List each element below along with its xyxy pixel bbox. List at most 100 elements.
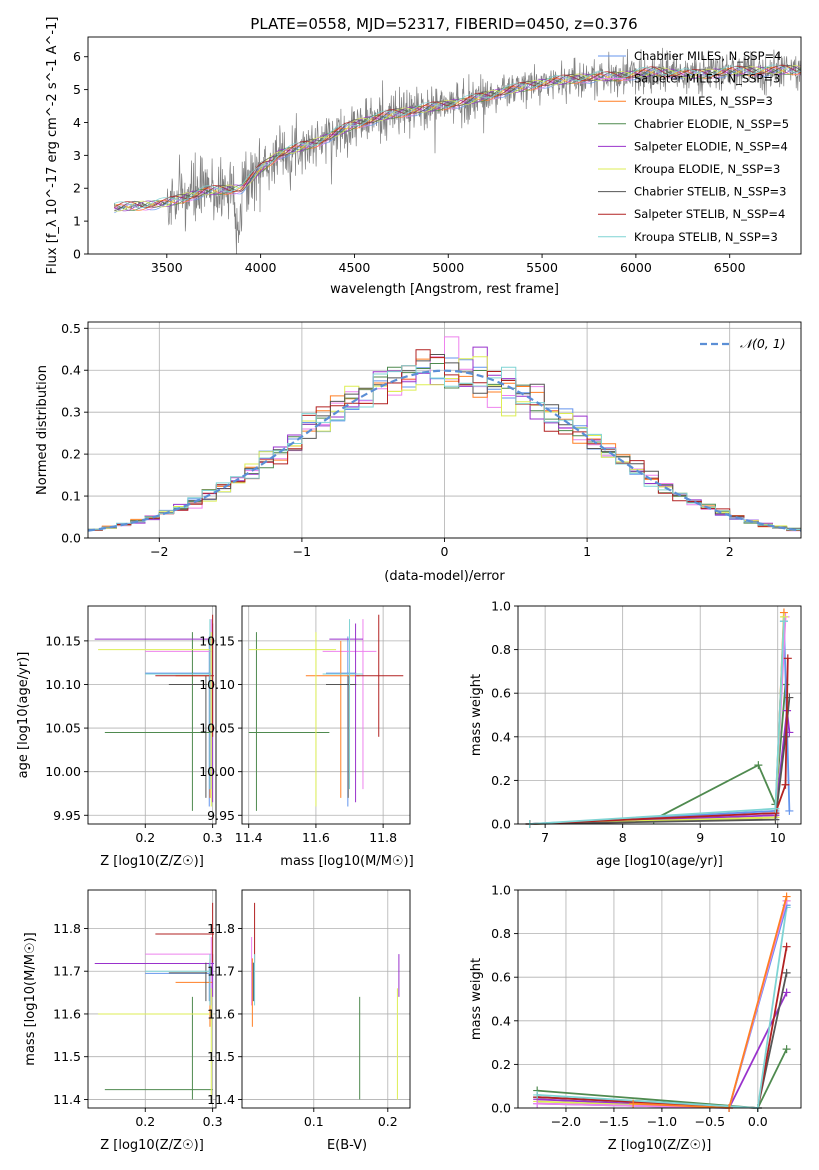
weight-marker-salpeter_stelib (782, 942, 791, 951)
y-tick-label: 0.0 (491, 817, 511, 832)
weight-marker-kroupa_stelib (533, 1090, 542, 1099)
y-tick-label: 0.5 (61, 321, 81, 336)
figure-title: PLATE=0558, MJD=52317, FIBERID=0450, z=0… (250, 15, 637, 33)
x-tick-label: 10 (770, 830, 786, 845)
y-axis-label: mass weight (469, 958, 484, 1040)
y-tick-label: 11.5 (53, 1049, 81, 1064)
axes-frame (517, 605, 802, 825)
y-tick-label: 0.6 (491, 686, 511, 701)
y-tick-label: 11.6 (207, 1006, 235, 1021)
legend-label-gauss: 𝒩(0, 1) (740, 336, 786, 351)
panel-weight_vs_age: 7 8 9 10 0.0 0.2 0.4 0.6 0.8 1.0 age [log10(age/yr… (469, 599, 802, 869)
weight-marker-kroupa_miles (782, 892, 791, 901)
x-tick-label: −0.5 (695, 1114, 725, 1129)
weight-marker-chabrier_elodie (782, 1045, 791, 1054)
panel-age_vs_mass: 11.4 11.6 11.8 9.95 10.00 10.05 10.10 10.15 mass… (199, 605, 414, 869)
x-tick-label: 5000 (432, 260, 464, 275)
y-tick-label: 0.4 (491, 729, 511, 744)
y-tick-label: 0.2 (491, 773, 511, 788)
x-tick-label: 4500 (339, 260, 371, 275)
x-axis-label: mass [log10(M/M☉)] (280, 854, 413, 869)
x-tick-label: −1.0 (647, 1114, 677, 1129)
plot-area-mass_vs_ebv (251, 902, 400, 1100)
x-tick-label: 11.6 (302, 830, 330, 845)
legend-label: Salpeter ELODIE, N_SSP=4 (634, 139, 788, 153)
y-tick-label: 11.4 (207, 1092, 235, 1107)
x-tick-label: −1 (293, 544, 311, 559)
x-tick-label: 6000 (620, 260, 652, 275)
y-tick-label: 1 (73, 214, 81, 229)
axes-frame (241, 889, 411, 1109)
y-tick-label: 10.00 (45, 764, 81, 779)
weight-marker-salpeter_stelib (783, 654, 792, 663)
plot-area-age_vs_mass (248, 614, 404, 811)
x-tick-label: −2 (150, 544, 168, 559)
x-tick-label: 0.3 (203, 1114, 223, 1129)
y-tick-label: 9.95 (207, 808, 235, 823)
model-line-salpeter_stelib (114, 64, 801, 208)
panel-weight_vs_Z: −2.0 −1.5 −1.0 −0.5 0.0 0.0 0.2 0.4 0.6 0.8 1.0 Z [… (469, 883, 802, 1153)
y-axis-label: age [log10(age/yr)] (16, 652, 31, 779)
weight-marker-chabrier_elodie (754, 761, 763, 770)
plot-area-mass_vs_Z (94, 902, 214, 1100)
y-tick-label: 3 (73, 148, 81, 163)
y-axis-label: Flux [f_λ 10^-17 erg cm^-2 s^-1 A^-1] (45, 17, 60, 275)
plot-area-age_vs_Z (94, 614, 214, 811)
x-tick-label: 4000 (245, 260, 277, 275)
panel-mass_vs_Z: 0.2 0.3 11.4 11.5 11.6 11.7 11.8 Z [log10(Z/Z☉)… (23, 889, 223, 1153)
x-tick-label: 0.2 (135, 1114, 155, 1129)
x-tick-label: 8 (619, 830, 627, 845)
y-tick-label: 10.00 (199, 764, 235, 779)
y-tick-label: 5 (73, 82, 81, 97)
model-line-kroupa_elodie (114, 65, 801, 212)
legend-label: Salpeter MILES, N_SSP=3 (634, 72, 780, 86)
y-tick-label: 0.1 (61, 489, 81, 504)
axes-frame (517, 889, 802, 1109)
panel-mass_vs_ebv: 0.1 0.2 11.4 11.5 11.6 11.7 11.8 E(B-V) (207, 889, 411, 1153)
y-tick-label: 0.4 (491, 1013, 511, 1028)
x-tick-label: 5500 (526, 260, 558, 275)
x-tick-label: 0.2 (378, 1114, 398, 1129)
model-line-kroupa_stelib (114, 64, 801, 209)
y-tick-label: 10.15 (199, 633, 235, 648)
plot-area-weight_vs_age (525, 608, 794, 828)
x-axis-label: Z [log10(Z/Z☉)] (100, 854, 204, 869)
y-axis-label: Normed distribution (35, 365, 50, 495)
axes-frame (241, 605, 411, 825)
panel-age_vs_Z: 0.2 0.3 9.95 10.00 10.05 10.10 10.15 Z [log10(Z… (16, 605, 223, 869)
plot-area-residuals (87, 336, 802, 532)
x-tick-label: −1.5 (599, 1114, 629, 1129)
legend-label: Salpeter STELIB, N_SSP=4 (634, 207, 785, 221)
y-tick-label: 0.8 (491, 642, 511, 657)
y-tick-label: 11.8 (53, 921, 81, 936)
histogram-kroupa_stelib (88, 365, 801, 531)
weight-line-salpeter_elodie (529, 710, 791, 825)
x-tick-label: 6500 (714, 260, 746, 275)
axes-frame (87, 605, 217, 825)
x-tick-label: 0.3 (203, 830, 223, 845)
weight-marker-kroupa_stelib (771, 804, 780, 813)
y-tick-label: 0.0 (491, 1101, 511, 1116)
x-tick-label: 9 (696, 830, 704, 845)
x-tick-label: 0.2 (135, 830, 155, 845)
weight-marker-kroupa_miles (629, 1099, 638, 1108)
x-tick-label: 1 (583, 544, 591, 559)
legend-label: Chabrier STELIB, N_SSP=3 (634, 185, 786, 199)
y-tick-label: 10.15 (45, 633, 81, 648)
y-tick-label: 11.5 (207, 1049, 235, 1064)
model-line-chabrier_stelib (114, 64, 801, 212)
y-tick-label: 10.05 (199, 721, 235, 736)
legend-label: Chabrier MILES, N_SSP=4 (634, 49, 781, 63)
axes-frame (87, 36, 802, 255)
y-tick-label: 10.10 (199, 677, 235, 692)
weight-marker-kroupa_stelib (779, 617, 788, 626)
y-tick-label: 2 (73, 181, 81, 196)
x-tick-label: 7 (541, 830, 549, 845)
x-axis-label: (data-model)/error (384, 569, 505, 584)
y-tick-label: 9.95 (53, 808, 81, 823)
x-axis-label: wavelength [Angstrom, rest frame] (330, 282, 559, 297)
y-tick-label: 11.7 (53, 964, 81, 979)
x-tick-label: 0 (441, 544, 449, 559)
y-tick-label: 0.6 (491, 970, 511, 985)
